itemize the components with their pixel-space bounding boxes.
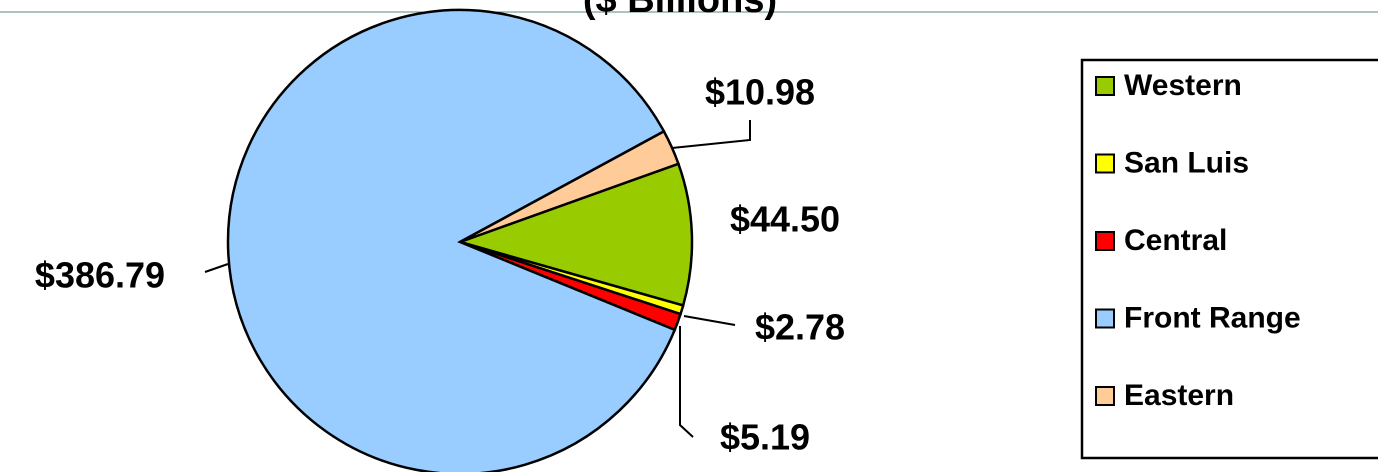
pie-slice (459, 129, 681, 244)
data-label: $10.98 (705, 72, 815, 113)
legend-label: Front Range (1124, 301, 1301, 334)
legend-swatch (1095, 308, 1115, 329)
legend-label: Western (1124, 69, 1242, 102)
legend-swatch (1095, 231, 1115, 251)
data-label: $5.19 (720, 417, 810, 458)
legend-label: San Luis (1124, 146, 1249, 179)
leader-line (683, 315, 736, 326)
leader-line (679, 326, 694, 438)
chart-title: ($ Billions) (583, 0, 777, 21)
leader-line (671, 120, 751, 149)
pie-slice (226, 8, 677, 472)
legend-swatch (1095, 386, 1115, 406)
legend-swatch (1095, 76, 1115, 96)
data-label: $386.79 (35, 255, 165, 296)
data-label: $2.78 (755, 307, 845, 348)
legend-swatch (1095, 153, 1115, 174)
legend-label: Eastern (1124, 379, 1234, 412)
pie-slice (455, 162, 694, 308)
data-label: $44.50 (730, 199, 840, 240)
leader-line (204, 263, 229, 273)
legend-box (1080, 58, 1378, 460)
legend-label: Central (1124, 224, 1227, 257)
